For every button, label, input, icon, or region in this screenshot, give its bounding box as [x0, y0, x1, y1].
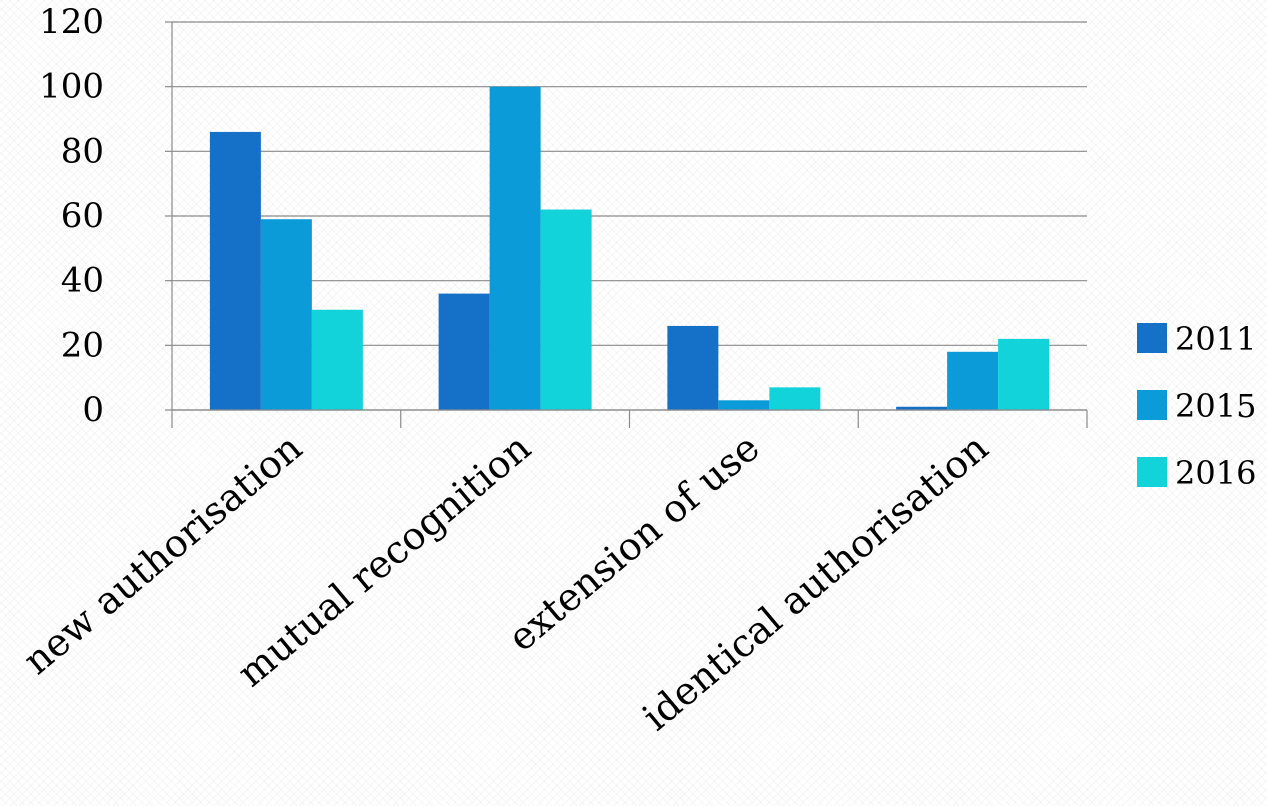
- bar: [209, 131, 261, 410]
- bars: [209, 86, 1050, 411]
- bar: [998, 338, 1050, 410]
- y-tick-label: 20: [61, 325, 104, 365]
- legend: 2011 2015 2016: [1137, 320, 1256, 492]
- y-tick-label: 0: [82, 390, 104, 430]
- bar: [667, 325, 719, 410]
- legend-swatch: [1137, 323, 1167, 353]
- axes: [171, 22, 1088, 428]
- bar: [896, 406, 948, 410]
- legend-label: 2016: [1175, 454, 1256, 492]
- legend-swatch: [1137, 390, 1167, 420]
- y-tick-label: 80: [61, 131, 104, 171]
- legend-label: 2011: [1175, 320, 1256, 358]
- y-axis-tick-labels: 0 20 40 60 80 100 120: [39, 2, 104, 430]
- y-tick-label: 40: [61, 261, 104, 301]
- bar: [769, 387, 821, 410]
- y-tick-label: 60: [61, 196, 104, 236]
- bar: [718, 400, 770, 410]
- x-category-label: extension of use: [500, 425, 768, 660]
- y-tick-label: 100: [39, 67, 104, 107]
- bar: [438, 293, 490, 410]
- bar: [947, 351, 999, 410]
- bar: [260, 219, 312, 410]
- y-tick-label: 120: [39, 2, 104, 42]
- bar: [311, 309, 363, 410]
- legend-swatch: [1137, 457, 1167, 487]
- legend-label: 2015: [1175, 387, 1256, 425]
- bar: [489, 86, 541, 411]
- bar: [540, 209, 592, 410]
